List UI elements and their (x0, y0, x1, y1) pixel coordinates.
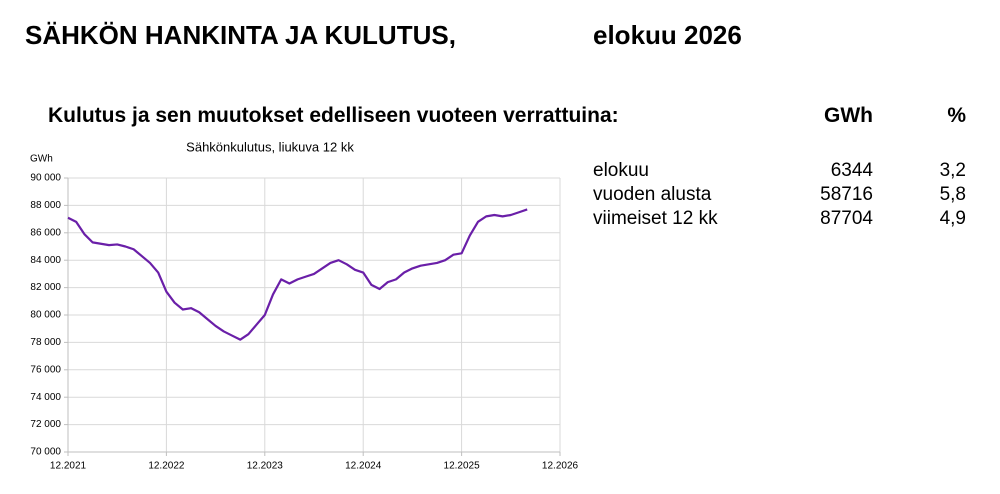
y-tick-label: 84 000 (30, 255, 61, 266)
x-tick-label: 12.2024 (345, 461, 382, 472)
row-value: 6344 (830, 160, 873, 181)
row-label: viimeiset 12 kk (593, 208, 718, 229)
chart-title: Sähkönkulutus, liukuva 12 kk (186, 139, 354, 154)
x-tick-label: 12.2025 (444, 461, 481, 472)
y-tick-label: 80 000 (30, 310, 61, 321)
y-tick-label: 70 000 (30, 447, 61, 458)
chart: Sähkönkulutus, liukuva 12 kk GWh 70 000 7… (30, 139, 579, 472)
row-value: 4,9 (939, 208, 966, 229)
y-tick-label: 78 000 (30, 337, 61, 348)
period: elokuu 2026 (593, 20, 742, 50)
x-tick-label: 12.2023 (247, 461, 284, 472)
x-tick-label: 12.2026 (542, 461, 579, 472)
title: SÄHKÖN HANKINTA JA KULUTUS, (25, 20, 456, 50)
y-tick-label: 88 000 (30, 200, 61, 211)
y-tick-label: 90 000 (30, 173, 61, 184)
column-header: GWh (824, 104, 873, 127)
x-tick-label: 12.2021 (50, 461, 87, 472)
y-tick-label: 72 000 (30, 419, 61, 430)
column-header: % (947, 104, 966, 127)
row-label: vuoden alusta (593, 184, 712, 205)
x-tick-label: 12.2022 (148, 461, 185, 472)
row-value: 87704 (820, 208, 873, 229)
row-value: 58716 (820, 184, 873, 205)
y-tick-label: 76 000 (30, 364, 61, 375)
row-value: 3,2 (939, 160, 966, 181)
row-value: 5,8 (939, 184, 966, 205)
heading: Kulutus ja sen muutokset edelliseen vuot… (48, 104, 619, 127)
line (67, 208, 528, 341)
y-axis-label: GWh (30, 154, 53, 165)
y-tick-label: 74 000 (30, 392, 61, 403)
row-label: elokuu (593, 160, 649, 181)
y-tick-label: 82 000 (30, 282, 61, 293)
y-tick-label: 86 000 (30, 227, 61, 238)
